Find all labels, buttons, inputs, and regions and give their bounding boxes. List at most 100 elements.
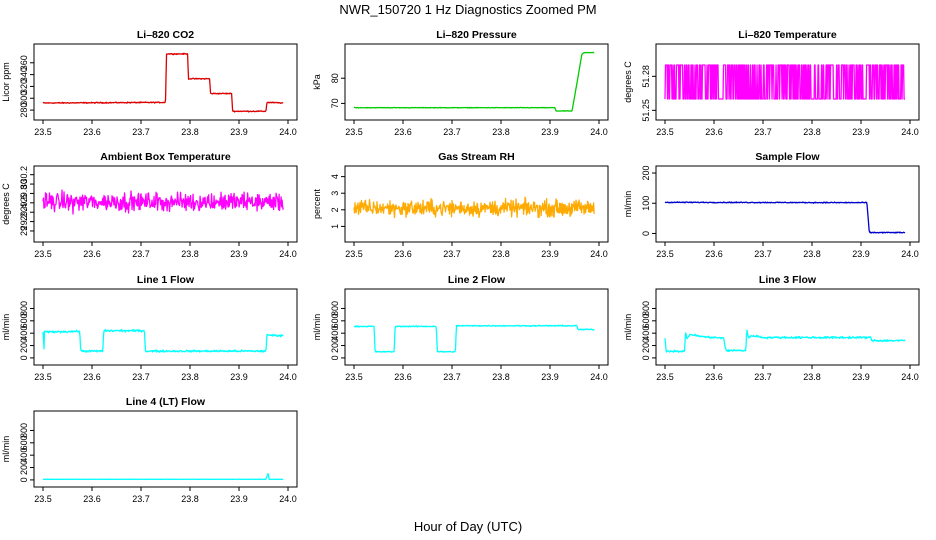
y-tick-label: 80 — [330, 73, 340, 83]
plot-frame — [344, 43, 609, 121]
x-tick-label: 23.7 — [754, 372, 772, 382]
x-tick-label: 23.6 — [83, 249, 101, 259]
x-tick-label: 23.7 — [443, 127, 461, 137]
y-tick-label: 51.28 — [641, 65, 651, 88]
x-tick-label: 23.5 — [345, 372, 363, 382]
y-tick-label: 200 — [641, 166, 651, 181]
x-tick-label: 23.6 — [705, 127, 723, 137]
panel-title: Gas Stream RH — [438, 151, 514, 163]
y-axis-label: Licor ppm — [1, 62, 11, 102]
y-axis-label: ml/min — [312, 314, 322, 341]
x-tick-label: 23.7 — [443, 249, 461, 259]
x-tick-label: 23.8 — [803, 249, 821, 259]
y-tick-label: 200 — [641, 338, 651, 353]
panel-3: Li–820 Temperature 23.5 23.6 23.7 23.8 23.9 24… — [623, 29, 920, 137]
plot-frame — [33, 410, 298, 488]
x-tick-label: 24.0 — [279, 127, 297, 137]
x-tick-label: 23.7 — [132, 127, 150, 137]
figure-title: NWR_150720 1 Hz Diagnostics Zoomed PM — [339, 2, 597, 17]
y-tick-label: 29.4 — [19, 203, 29, 221]
y-tick-label: 3 — [330, 191, 340, 196]
plot-frame — [33, 43, 298, 121]
y-tick-label: 100 — [641, 196, 651, 211]
y-tick-label: 51.25 — [641, 99, 651, 122]
y-tick-label: 200 — [19, 460, 29, 475]
y-tick-label: 0 — [19, 355, 29, 360]
y-tick-label: 800 — [19, 423, 29, 438]
x-tick-label: 24.0 — [279, 372, 297, 382]
plot-frame — [655, 288, 920, 366]
x-tick-label: 23.5 — [34, 249, 52, 259]
series-line-1 — [353, 196, 595, 219]
y-tick-label: 29.8 — [19, 185, 29, 203]
x-tick-label: 23.7 — [754, 249, 772, 259]
panel-5: Gas Stream RH 23.5 23.6 23.7 23.8 23.9 24.0 1 2 3… — [312, 151, 609, 259]
panel-10: Line 4 (LT) Flow 23.5 23.6 23.7 23.8 23.9 24.0… — [1, 396, 298, 504]
y-tick-label: 0 — [641, 231, 651, 236]
panel-title: Li–820 Pressure — [436, 29, 517, 41]
x-tick-label: 23.5 — [34, 127, 52, 137]
panel-title: Line 4 (LT) Flow — [126, 396, 206, 408]
x-tick-label: 24.0 — [279, 249, 297, 259]
y-tick-label: 70 — [330, 98, 340, 108]
series-line-1 — [42, 52, 284, 113]
y-tick-label: 30.2 — [19, 166, 29, 184]
y-axis-label: degrees C — [623, 61, 633, 103]
y-axis-label: percent — [312, 188, 322, 219]
x-tick-label: 23.9 — [230, 372, 248, 382]
x-tick-label: 23.6 — [83, 127, 101, 137]
x-tick-label: 24.0 — [901, 127, 919, 137]
y-tick-label: 29.6 — [19, 194, 29, 212]
x-tick-label: 23.5 — [34, 372, 52, 382]
x-tick-label: 23.9 — [230, 127, 248, 137]
panel-title: Sample Flow — [755, 151, 820, 163]
plot-frame — [655, 43, 920, 121]
panel-4: Ambient Box Temperature 23.5 23.6 23.7 23.8 2… — [1, 151, 298, 259]
y-tick-label: 600 — [19, 435, 29, 450]
x-tick-label: 23.9 — [852, 372, 870, 382]
x-tick-label: 24.0 — [590, 372, 608, 382]
x-tick-label: 23.8 — [492, 249, 510, 259]
x-tick-label: 23.8 — [181, 249, 199, 259]
y-tick-label: 800 — [19, 301, 29, 316]
y-tick-label: 400 — [641, 326, 651, 341]
x-tick-label: 23.6 — [705, 249, 723, 259]
x-tick-label: 23.6 — [83, 494, 101, 504]
plot-frame — [344, 165, 609, 243]
y-axis-label: ml/min — [623, 314, 633, 341]
panel-6: Sample Flow 23.5 23.6 23.7 23.8 23.9 24.0 0 100 2… — [623, 151, 920, 259]
y-tick-label: 400 — [330, 326, 340, 341]
x-tick-label: 24.0 — [901, 372, 919, 382]
panel-1: Li–820 CO2 23.5 23.6 23.7 23.8 23.9 24.0 280300… — [1, 29, 298, 137]
panel-title: Ambient Box Temperature — [100, 151, 231, 163]
plot-frame — [33, 288, 298, 366]
y-tick-label: 0 — [330, 355, 340, 360]
y-tick-label: 200 — [19, 338, 29, 353]
y-tick-label: 300 — [19, 91, 29, 106]
y-axis-label: ml/min — [1, 314, 11, 341]
x-tick-label: 23.6 — [83, 372, 101, 382]
x-tick-label: 23.7 — [132, 249, 150, 259]
x-tick-label: 23.5 — [656, 127, 674, 137]
y-tick-label: 280 — [19, 103, 29, 118]
x-tick-label: 23.6 — [394, 249, 412, 259]
y-tick-label: 320 — [19, 79, 29, 94]
x-tick-label: 23.8 — [181, 372, 199, 382]
x-tick-label: 23.9 — [230, 494, 248, 504]
y-axis-label: ml/min — [1, 436, 11, 463]
x-tick-label: 23.9 — [852, 127, 870, 137]
y-tick-label: 600 — [641, 313, 651, 328]
x-tick-label: 24.0 — [279, 494, 297, 504]
x-tick-label: 23.8 — [492, 127, 510, 137]
y-tick-label: 800 — [641, 301, 651, 316]
x-tick-label: 23.5 — [345, 127, 363, 137]
series-line-1 — [353, 324, 595, 353]
x-tick-label: 23.9 — [852, 249, 870, 259]
y-tick-label: 600 — [330, 313, 340, 328]
series-line-1 — [42, 473, 284, 481]
y-tick-label: 600 — [19, 313, 29, 328]
panel-7: Line 1 Flow 23.5 23.6 23.7 23.8 23.9 24.0 0 2004… — [1, 274, 298, 382]
x-tick-label: 23.9 — [230, 249, 248, 259]
x-tick-label: 23.8 — [181, 127, 199, 137]
